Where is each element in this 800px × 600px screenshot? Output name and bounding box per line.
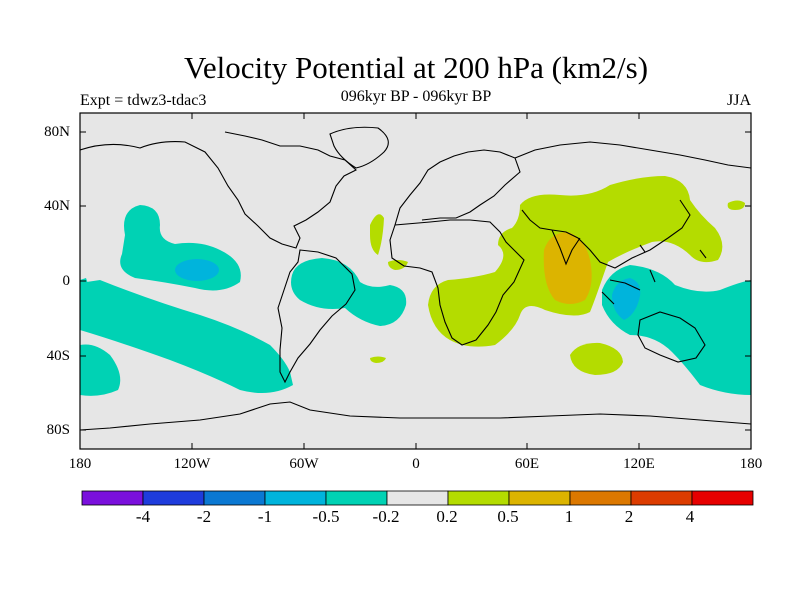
negative-core-regions xyxy=(175,259,641,320)
maritime-negative-core xyxy=(612,278,641,320)
colorbar-label: 1 xyxy=(564,507,574,526)
coast-asia xyxy=(514,141,751,269)
colorbar-label: 0.2 xyxy=(436,507,458,526)
coast-australia xyxy=(637,311,706,363)
experiment-label: Expt = tdwz3-tdac3 xyxy=(80,92,207,109)
lon-label-60e: 60E xyxy=(514,456,540,472)
lon-label-120w: 120W xyxy=(173,456,211,472)
lat-label-40s: 40S xyxy=(46,348,70,364)
colorbar-label: -1 xyxy=(257,507,273,526)
colorbar-box xyxy=(508,490,571,506)
coast-south-america xyxy=(277,249,356,384)
pacific-negative-band xyxy=(80,280,293,394)
indian-ocean-positive-core xyxy=(543,232,592,304)
lat-tick-marks xyxy=(80,131,751,431)
west-africa-positive-blob xyxy=(388,260,408,270)
atlantic-positive-sliver xyxy=(370,214,384,255)
lat-label-0: 0 xyxy=(62,273,71,289)
lon-tick-marks xyxy=(191,113,640,449)
colorbar-label: 4 xyxy=(685,507,695,526)
lon-label-180w: 180 xyxy=(68,456,92,472)
coast-antarctica xyxy=(80,401,751,431)
colorbar-label: 0.5 xyxy=(497,507,519,526)
south-indian-positive-blob xyxy=(570,342,623,375)
colorbar-label: -2 xyxy=(196,507,212,526)
southeast-pacific-negative-region xyxy=(80,344,121,396)
colorbar-label: -0.2 xyxy=(372,507,400,526)
south-atlantic-negative-blob xyxy=(291,258,407,326)
lon-label-0: 0 xyxy=(412,456,420,472)
colorbar-box xyxy=(264,490,327,506)
lat-label-40n: 40N xyxy=(44,198,70,214)
lat-label-80n: 80N xyxy=(44,124,70,140)
colorbar-box xyxy=(630,490,693,506)
coast-islands xyxy=(601,244,707,305)
coast-europe xyxy=(394,149,521,226)
coast-india xyxy=(551,229,581,266)
season-label: JJA xyxy=(727,92,752,109)
lon-label-180e: 180 xyxy=(739,456,763,472)
tiny-atlantic-negative xyxy=(80,278,88,286)
plot-title: Velocity Potential at 200 hPa (km2/s) xyxy=(183,50,649,85)
south-atlantic-positive-blob xyxy=(370,356,386,363)
colorbar-box xyxy=(691,490,754,506)
lon-label-120e: 120E xyxy=(623,456,655,472)
colorbar-box xyxy=(386,490,449,506)
coast-greenland xyxy=(329,126,389,169)
lat-label-80s: 80S xyxy=(46,422,70,438)
colorbar-box xyxy=(325,490,388,506)
lon-label-60w: 60W xyxy=(289,456,319,472)
map-area xyxy=(80,113,751,449)
colorbar-box xyxy=(447,490,510,506)
period-label: 096kyr BP - 096kyr BP xyxy=(340,88,492,105)
colorbar-box xyxy=(569,490,632,506)
colorbar-label: 2 xyxy=(624,507,634,526)
colorbar-box xyxy=(203,490,266,506)
coast-africa xyxy=(389,219,525,346)
colorbar-box xyxy=(142,490,205,506)
colorbar-label: -0.5 xyxy=(312,507,340,526)
colorbar xyxy=(81,490,754,506)
colorbar-box xyxy=(81,490,144,506)
colorbar-label: -4 xyxy=(135,507,151,526)
pacific-negative-core xyxy=(175,259,219,281)
coast-north-america xyxy=(80,131,357,249)
east-pacific-positive-blob xyxy=(727,200,745,210)
coastlines xyxy=(80,126,751,431)
